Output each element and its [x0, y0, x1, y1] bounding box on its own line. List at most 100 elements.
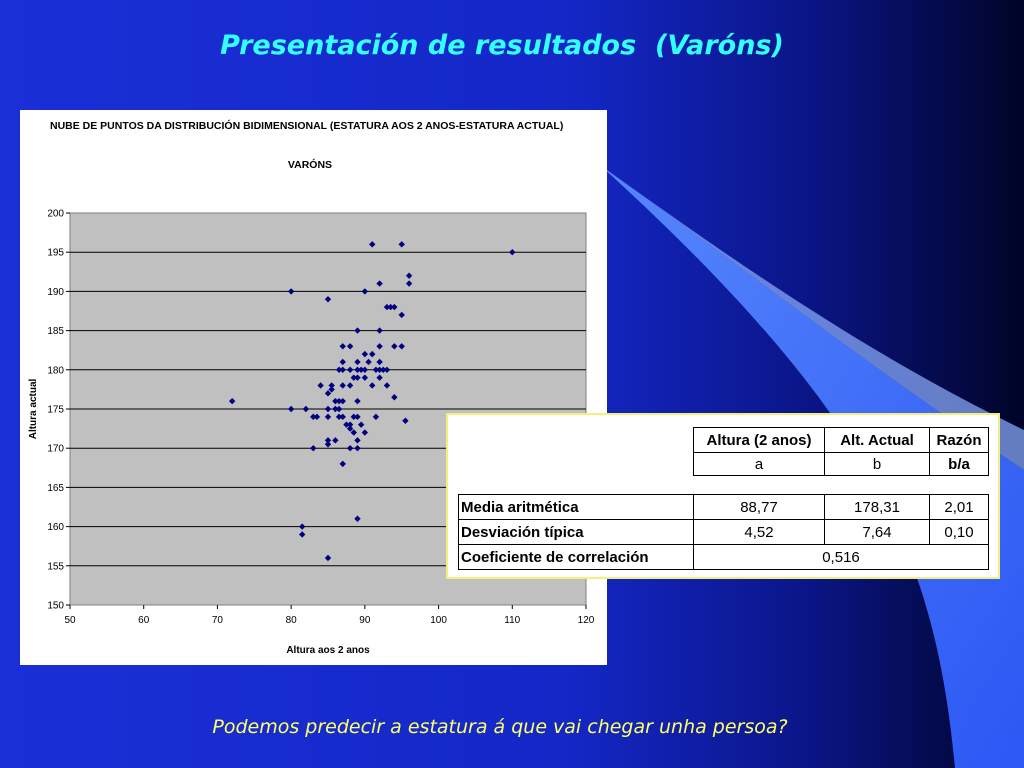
data-point-76: [391, 303, 398, 311]
data-point-37: [346, 421, 354, 428]
y-tick-label-160: 160: [47, 522, 64, 533]
subheader-a: a: [693, 452, 825, 476]
data-point-50: [354, 445, 361, 452]
data-point-20: [332, 405, 339, 413]
data-point-72: [383, 303, 391, 311]
correlacion-value: 0,516: [693, 544, 989, 570]
data-point-80: [398, 311, 405, 319]
scatter-chart-panel: NUBE DE PUNTOS DA DISTRIBUCIÓN BIDIMENSI…: [20, 110, 607, 665]
data-point-39: [346, 445, 354, 452]
x-tick-label-70: 70: [212, 615, 224, 626]
media-alt-actual: 178,31: [824, 494, 930, 520]
data-points: [228, 241, 516, 562]
data-point-71: [380, 366, 387, 373]
data-point-23: [335, 397, 343, 405]
data-point-1: [287, 288, 295, 295]
data-point-64: [372, 413, 380, 421]
data-point-9: [317, 382, 324, 389]
data-point-53: [357, 421, 365, 428]
data-point-8: [313, 413, 321, 421]
data-point-6: [310, 413, 317, 421]
y-tick-label-185: 185: [47, 326, 64, 337]
x-tick-label-80: 80: [286, 615, 298, 626]
data-point-48: [354, 413, 361, 421]
data-point-3: [299, 523, 306, 530]
chart-subtitle: VARÓNS: [288, 158, 332, 171]
data-point-68: [376, 358, 383, 366]
row-label-correlacion: Coeficiente de correlación: [458, 544, 694, 570]
y-axis-label: Altura actual: [28, 378, 39, 439]
slide-title: Presentación de resultados (Varóns): [220, 30, 784, 61]
media-altura-2-anos: 88,77: [693, 494, 825, 520]
header-altura-2-anos: Altura (2 anos): [693, 427, 825, 453]
y-tick-label-150: 150: [47, 601, 64, 612]
data-point-75: [387, 303, 394, 311]
header-razon: Razón: [929, 427, 989, 453]
y-tick-label-155: 155: [47, 561, 64, 572]
x-tick-label-50: 50: [64, 615, 76, 626]
data-point-61: [369, 350, 376, 358]
data-point-42: [350, 429, 357, 436]
data-point-47: [354, 397, 361, 405]
row-label-media: Media aritmética: [458, 494, 694, 520]
y-tick-label-175: 175: [47, 405, 64, 416]
desviacion-altura-2-anos: 4,52: [693, 519, 825, 545]
y-tick-label-190: 190: [47, 287, 64, 298]
data-point-30: [339, 397, 346, 405]
data-point-7: [310, 445, 317, 452]
data-point-2: [287, 405, 295, 413]
data-point-82: [402, 417, 409, 424]
y-tick-label-165: 165: [47, 483, 64, 494]
media-razon: 2,01: [929, 494, 989, 520]
data-point-44: [354, 358, 361, 366]
data-point-59: [365, 358, 372, 366]
data-point-28: [339, 366, 346, 373]
desviacion-alt-actual: 7,64: [824, 519, 930, 545]
data-point-41: [350, 413, 357, 421]
subheader-b: b: [824, 452, 930, 476]
data-point-58: [361, 429, 369, 436]
data-point-46: [354, 374, 361, 381]
data-point-45: [354, 366, 361, 373]
data-point-22: [335, 366, 343, 373]
data-point-43: [354, 327, 361, 334]
data-point-36: [346, 382, 354, 389]
desviacion-razon: 0,10: [929, 519, 989, 545]
data-point-65: [376, 280, 383, 287]
data-point-73: [383, 366, 391, 373]
y-tick-label-180: 180: [47, 365, 64, 376]
data-point-55: [361, 350, 369, 358]
axis-ticks: 150 155 160 165 170 175 180 185 190 195 200 50 60 70 8…: [47, 209, 594, 627]
x-tick-label-60: 60: [138, 615, 150, 626]
data-point-84: [405, 280, 413, 287]
data-point-51: [354, 515, 361, 522]
data-point-17: [328, 382, 335, 389]
statistics-table: Altura (2 anos) Alt. Actual Razón a b b/…: [446, 413, 1000, 579]
data-point-10: [324, 296, 332, 303]
data-point-31: [339, 413, 346, 421]
data-point-15: [324, 441, 332, 448]
data-point-54: [361, 288, 369, 295]
row-label-desviacion: Desviación típica: [458, 519, 694, 545]
y-tick-label-200: 200: [47, 209, 64, 220]
y-tick-label-195: 195: [47, 248, 64, 259]
data-point-66: [376, 327, 383, 334]
data-point-78: [391, 394, 398, 401]
x-tick-label-90: 90: [359, 615, 371, 626]
x-tick-label-100: 100: [430, 615, 447, 626]
data-point-21: [332, 437, 339, 444]
data-point-27: [339, 358, 346, 366]
data-point-52: [357, 366, 365, 373]
y-tick-label-170: 170: [47, 444, 64, 455]
data-point-19: [332, 397, 339, 405]
header-alt-actual: Alt. Actual: [824, 427, 930, 453]
data-point-79: [398, 241, 405, 248]
data-point-49: [354, 437, 361, 444]
data-point-25: [335, 413, 343, 421]
data-point-62: [369, 382, 376, 389]
x-axis-label: Altura aos 2 anos: [286, 645, 370, 656]
data-point-74: [383, 382, 391, 389]
scatter-chart: NUBE DE PUNTOS DA DISTRIBUCIÓN BIDIMENSI…: [28, 119, 595, 656]
data-point-13: [324, 413, 332, 421]
data-point-12: [324, 405, 332, 413]
